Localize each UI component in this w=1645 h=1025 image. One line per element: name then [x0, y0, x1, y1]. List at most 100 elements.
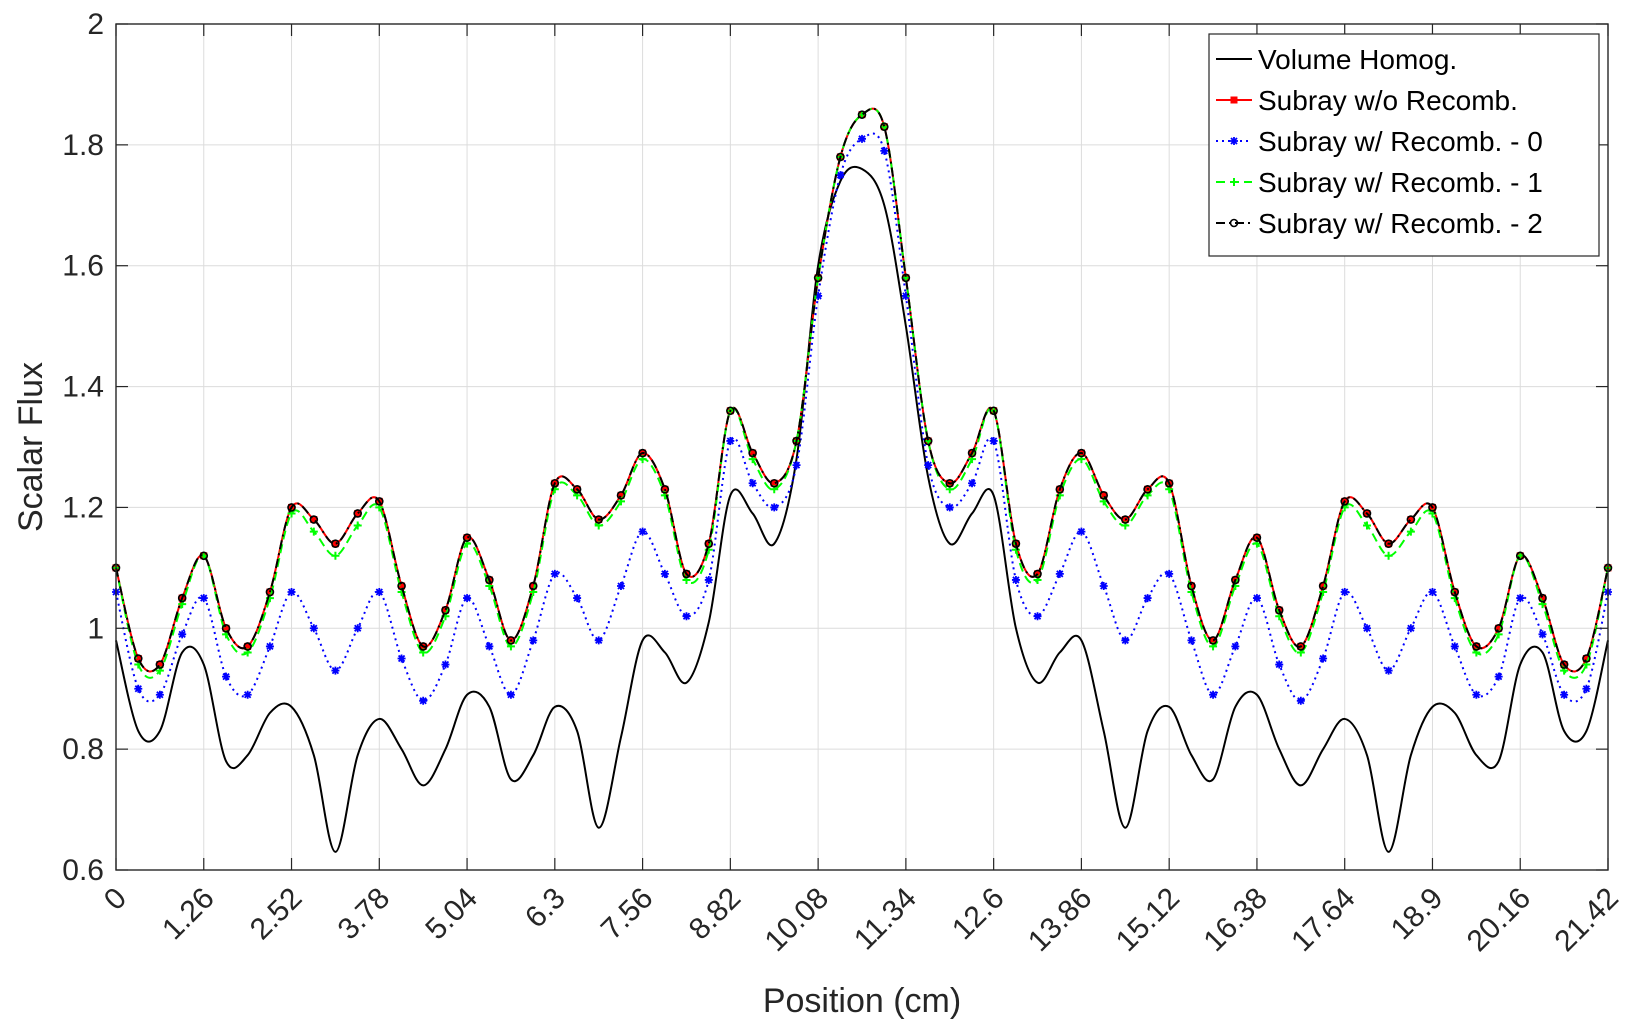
data-point [1230, 96, 1238, 104]
x-tick-label: 10.08 [759, 882, 835, 958]
data-point [1515, 551, 1525, 561]
data-point [309, 624, 318, 633]
data-point [638, 448, 647, 458]
data-point [1275, 660, 1284, 669]
data-point [813, 273, 823, 283]
data-point [682, 569, 691, 579]
data-point [660, 484, 670, 494]
data-point [704, 575, 713, 584]
y-tick-label: 1.6 [62, 250, 104, 283]
data-point [1077, 448, 1086, 458]
data-point [1363, 521, 1371, 530]
data-point [178, 630, 187, 639]
data-point [1363, 624, 1371, 633]
data-point [989, 406, 998, 416]
data-point [968, 479, 977, 488]
data-point [199, 594, 208, 603]
data-point [594, 515, 604, 524]
legend-entry: Subray w/ Recomb. - 2 [1216, 208, 1543, 239]
data-point [155, 690, 164, 699]
x-tick-label: 12.6 [946, 882, 1011, 947]
data-point [1428, 503, 1437, 512]
data-point [1319, 654, 1328, 663]
legend-box [1208, 33, 1600, 257]
data-point [1450, 642, 1459, 651]
data-point [1033, 612, 1042, 621]
data-point [1077, 527, 1086, 536]
data-point [880, 146, 889, 155]
data-point [1099, 491, 1109, 500]
data-point [814, 291, 823, 300]
data-point [1121, 636, 1130, 645]
data-point [462, 533, 472, 542]
data-point [1582, 684, 1591, 693]
data-point [287, 503, 296, 512]
data-point [572, 484, 582, 494]
data-point [1187, 581, 1196, 591]
x-tick-label: 17.64 [1285, 882, 1361, 958]
data-point [134, 684, 143, 693]
data-point [1055, 569, 1064, 578]
data-point [222, 672, 231, 681]
data-point [1384, 539, 1393, 548]
legend-entry: Subray w/ Recomb. - 0 [1216, 126, 1543, 157]
y-tick-label: 1.4 [62, 371, 104, 404]
x-axis-label: Position (cm) [763, 982, 961, 1020]
data-point [287, 588, 296, 597]
x-tick-label: 21.42 [1549, 882, 1625, 958]
data-point [1384, 666, 1393, 675]
data-point [353, 624, 362, 633]
data-point [573, 594, 582, 603]
data-point [967, 448, 977, 458]
data-point [1340, 588, 1349, 597]
x-tick-label: 20.16 [1461, 882, 1537, 958]
x-tick-label: 3.78 [332, 882, 397, 947]
y-tick-label: 1 [87, 612, 104, 645]
data-point [792, 461, 801, 470]
data-point [616, 491, 626, 500]
x-tick-label: 11.34 [848, 882, 923, 957]
data-point [1230, 178, 1238, 186]
data-point [1099, 581, 1108, 590]
data-point [1229, 218, 1239, 228]
data-point [1296, 696, 1305, 705]
x-tick-label: 5.04 [419, 882, 484, 947]
data-point [857, 110, 867, 119]
data-point [1406, 527, 1415, 536]
data-point [989, 436, 998, 445]
data-point [901, 273, 910, 282]
data-point [945, 503, 954, 512]
data-point [1428, 588, 1437, 597]
data-point [1011, 575, 1020, 584]
data-point [265, 642, 274, 651]
data-point [770, 503, 779, 512]
data-point [1318, 581, 1328, 591]
data-point [441, 605, 450, 615]
x-tick-label: 15.12 [1110, 882, 1186, 958]
data-point [901, 273, 911, 283]
data-point [506, 690, 515, 699]
data-point [858, 134, 866, 143]
y-tick-label: 2 [87, 8, 104, 41]
data-point [1340, 497, 1350, 506]
data-point [1143, 484, 1152, 494]
data-point [353, 509, 363, 518]
data-point [550, 478, 560, 488]
data-point [1208, 636, 1218, 645]
data-point [1494, 623, 1503, 633]
legend-entry: Subray w/ Recomb. - 1 [1216, 167, 1543, 198]
data-point [792, 436, 801, 446]
data-point [1252, 594, 1261, 603]
data-point [1209, 690, 1218, 699]
series-lines [111, 107, 1613, 853]
data-point [309, 527, 318, 536]
series-1 [115, 165, 1609, 853]
data-point [726, 406, 735, 416]
series-line [115, 107, 1609, 673]
y-axis-ticks: 0.6 0.8 1 1.2 1.4 1.6 1.8 2 [62, 8, 1608, 887]
data-point [748, 448, 757, 458]
x-tick-label: 16.38 [1197, 882, 1273, 958]
x-tick-label: 13.86 [1022, 882, 1098, 958]
data-point [331, 551, 340, 560]
